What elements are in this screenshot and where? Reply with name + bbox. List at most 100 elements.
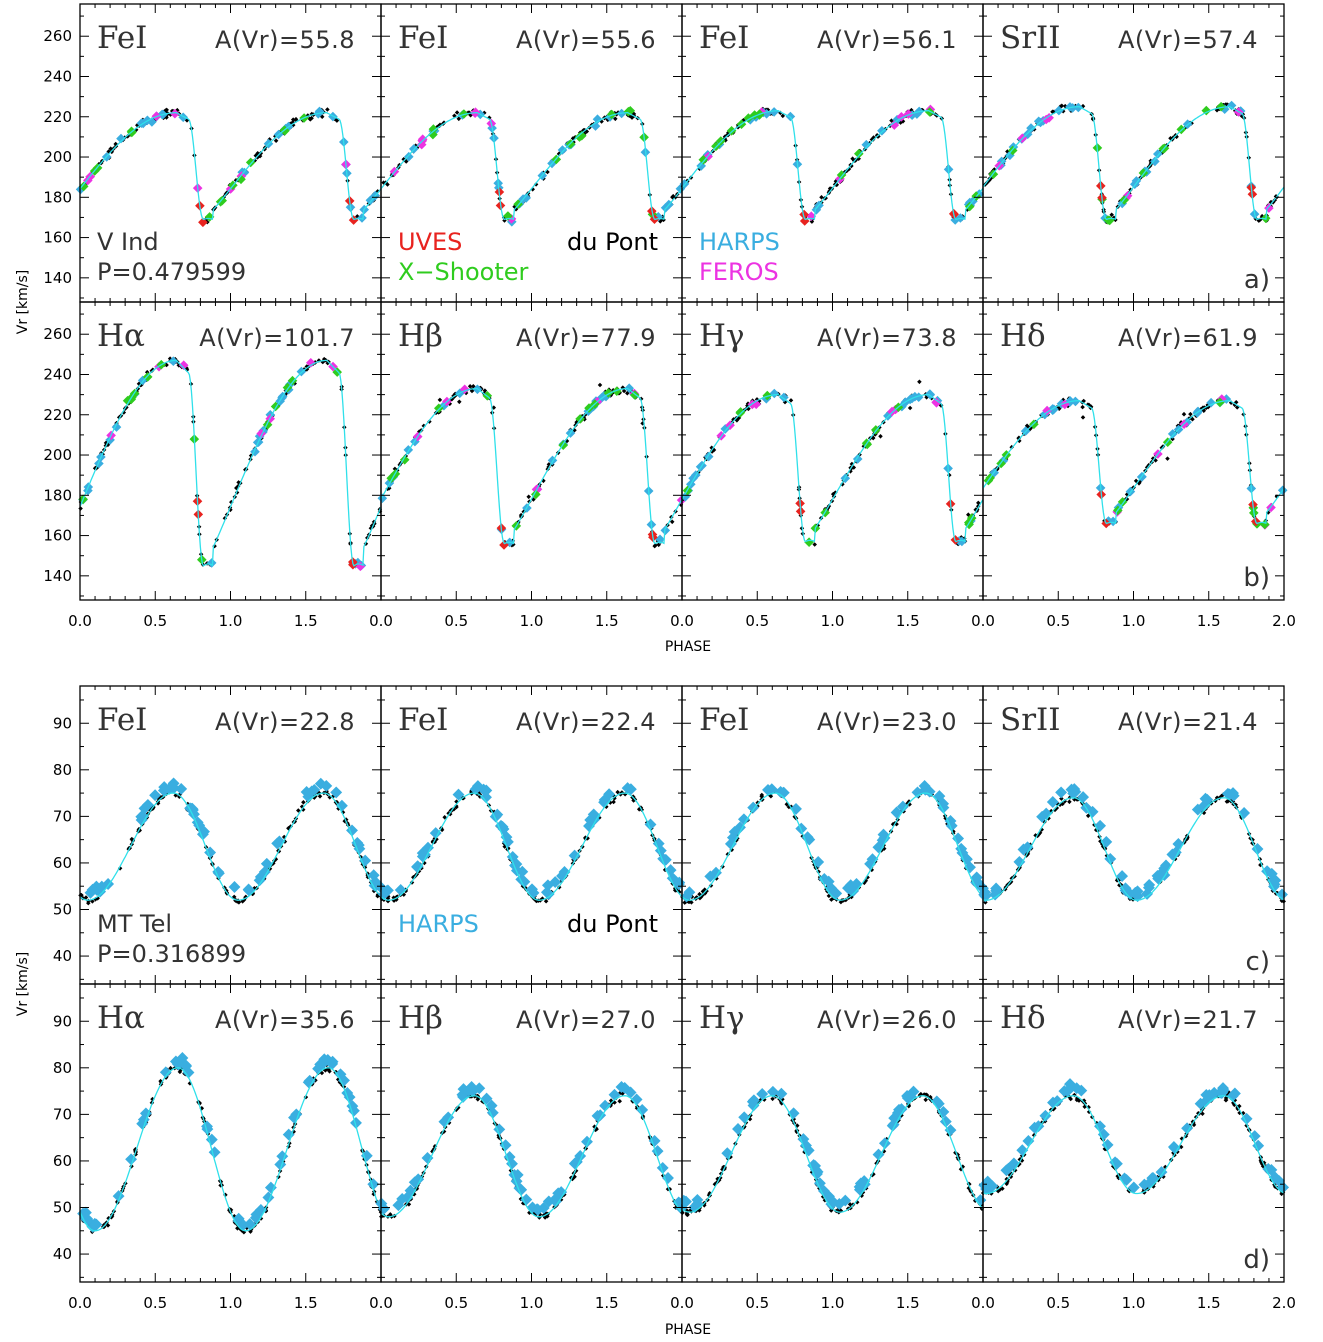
fit-curve (79, 112, 382, 221)
x-shooter-point (804, 537, 814, 548)
du-pont-point (1080, 404, 1085, 410)
harps-point (624, 383, 635, 394)
data-points (978, 783, 1288, 905)
uves-point (348, 215, 359, 225)
harps-point (608, 1088, 621, 1101)
amplitude-label: A(Vr)=26.0 (817, 1006, 957, 1034)
du-pont-point (296, 808, 301, 813)
amplitude-label: A(Vr)=73.8 (817, 324, 957, 352)
du-pont-point (1188, 411, 1193, 417)
du-pont-point (1067, 799, 1072, 805)
data-points (983, 394, 1288, 530)
x-tick-label: 1.5 (1197, 612, 1221, 630)
y-tick-label: 80 (53, 761, 72, 779)
y-tick-label: 70 (53, 807, 72, 825)
x-tick-label: 0.5 (444, 1294, 468, 1312)
x-tick-label: 1.5 (1197, 1294, 1221, 1312)
x-shooter-point (1259, 519, 1270, 530)
figure-row-a: 140 160 180 200 220 240 260 FeI A(Vr)=55.8 FeI A(V… (43, 3, 1285, 303)
feros-point (1264, 203, 1274, 213)
species-label: Hγ (699, 318, 745, 354)
du-pont-point (878, 434, 883, 439)
y-tick-label: 180 (43, 188, 72, 206)
x-shooter-point (428, 124, 439, 134)
harps-point (1013, 855, 1026, 868)
species-label: FeI (398, 702, 448, 738)
amplitude-label: A(Vr)=21.4 (1118, 708, 1258, 736)
panel-tag: b) (1243, 563, 1270, 593)
du-pont-point (456, 116, 462, 122)
amplitude-label: A(Vr)=35.6 (215, 1006, 355, 1034)
panel-b-3: 0.0 0.5 1.0 1.5 Hγ A(Vr)=73.8 (670, 301, 984, 630)
amplitude-label: A(Vr)=27.0 (516, 1006, 656, 1034)
harps-point (208, 1146, 221, 1159)
x-tick-label: 0.0 (971, 1294, 995, 1312)
amplitude-label: A(Vr)=23.0 (817, 708, 957, 736)
x-tick-label: 1.5 (896, 612, 920, 630)
du-pont-point (467, 384, 473, 389)
legend-entry: P=0.316899 (97, 940, 246, 968)
species-label: FeI (699, 702, 749, 738)
x-tick-label: 0.5 (1046, 612, 1070, 630)
y-tick-label: 240 (43, 365, 72, 383)
species-label: Hδ (1000, 1000, 1046, 1036)
species-label: Hα (97, 318, 145, 354)
x-tick-label: 0.5 (745, 612, 769, 630)
y-tick-label: 260 (43, 325, 72, 343)
legend-entry: MT Tel (97, 910, 172, 938)
x-tick-label: 1.0 (1122, 612, 1146, 630)
x-tick-label: 0.0 (68, 1294, 92, 1312)
du-pont-point (325, 107, 330, 112)
y-tick-label: 220 (43, 108, 72, 126)
x-tick-label: 1.0 (520, 612, 544, 630)
panel-tag: a) (1244, 265, 1270, 295)
panel-a-1: 140 160 180 200 220 240 260 FeI A(Vr)=55.8 (43, 3, 382, 303)
fit-curve (380, 112, 683, 221)
panel-tag: c) (1246, 947, 1270, 977)
harps-point (228, 881, 241, 893)
x-shooter-point (287, 375, 298, 386)
harps-point (557, 145, 568, 155)
feros-point (889, 120, 900, 130)
du-pont-point (1109, 212, 1114, 218)
du-pont-point (1165, 456, 1170, 461)
x-shooter-point (428, 129, 438, 140)
panel-b-4: 0.0 0.5 1.0 1.5 2.0 Hδ A(Vr)=61.9 (971, 301, 1296, 630)
data-points (77, 1052, 383, 1235)
data-points (377, 382, 687, 550)
harps-point (1167, 429, 1178, 439)
x-shooter-point (576, 130, 587, 141)
fit-curve (681, 393, 984, 543)
legend-entry: HARPS (398, 910, 479, 938)
feros-point (178, 360, 189, 371)
harps-point (421, 1152, 434, 1164)
y-tick-label: 40 (53, 1245, 72, 1263)
fit-curve (681, 110, 984, 221)
species-label: FeI (398, 20, 448, 56)
fit-curve (79, 359, 382, 567)
fit-curve (79, 792, 382, 901)
du-pont-point (164, 362, 169, 368)
panel-b-1: 0.0 0.5 1.0 1.5 140 160 180 200 220 240 260 Hα A(Vr)… (43, 301, 383, 630)
y-tick-label: 90 (53, 1012, 72, 1030)
du-pont-point (611, 799, 616, 805)
fit-curve (982, 400, 1285, 525)
x-shooter-point (726, 125, 737, 136)
feros-point (751, 399, 762, 410)
amplitude-label: A(Vr)=21.7 (1118, 1006, 1258, 1034)
legend-entry: X−Shooter (398, 258, 529, 286)
figure-row-b: 0.0 0.5 1.0 1.5 140 160 180 200 220 240 260 Hα A(Vr)… (43, 301, 1296, 630)
du-pont-point (976, 500, 981, 506)
amplitude-label: A(Vr)=22.8 (215, 708, 355, 736)
amplitude-label: A(Vr)=57.4 (1118, 26, 1258, 54)
y-tick-label: 50 (53, 901, 72, 919)
data-points (78, 356, 383, 572)
du-pont-point (273, 138, 279, 143)
species-label: FeI (97, 702, 147, 738)
y-tick-label: 90 (53, 714, 72, 732)
du-pont-point (1181, 411, 1187, 417)
du-pont-point (1080, 415, 1086, 420)
data-points (677, 1085, 987, 1218)
x-shooter-point (236, 174, 246, 185)
